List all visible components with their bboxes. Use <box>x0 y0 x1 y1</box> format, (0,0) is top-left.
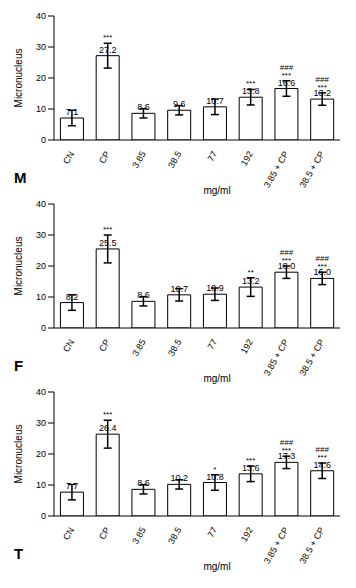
svg-text:3.85: 3.85 <box>130 338 147 358</box>
svg-text:8.6: 8.6 <box>137 102 150 112</box>
svg-text:16.6: 16.6 <box>277 77 296 88</box>
svg-text:77: 77 <box>206 150 220 164</box>
svg-text:***: *** <box>318 453 327 462</box>
svg-text:9.6: 9.6 <box>173 99 186 109</box>
svg-text:18.0: 18.0 <box>277 261 296 272</box>
svg-text:14.6: 14.6 <box>313 459 331 470</box>
svg-text:CN: CN <box>61 338 76 354</box>
svg-text:30: 30 <box>36 42 46 52</box>
svg-text:0: 0 <box>41 135 46 145</box>
svg-text:13.2: 13.2 <box>313 88 331 99</box>
html-text:M: M <box>14 169 27 186</box>
svg-text:77: 77 <box>206 338 220 352</box>
svg-text:**: ** <box>248 268 254 277</box>
svg-text:30: 30 <box>36 230 46 240</box>
svg-text:38.5 + CP: 38.5 + CP <box>298 526 327 566</box>
svg-text:CN: CN <box>61 150 76 166</box>
svg-text:10: 10 <box>36 292 46 302</box>
svg-text:***: *** <box>282 256 291 265</box>
svg-text:27.2: 27.2 <box>99 45 117 55</box>
svg-text:10.2: 10.2 <box>170 473 188 483</box>
svg-text:38.5 + CP: 38.5 + CP <box>298 338 327 378</box>
svg-text:10: 10 <box>36 480 46 490</box>
svg-text:CN: CN <box>61 526 76 542</box>
svg-text:mg/ml: mg/ml <box>203 561 230 572</box>
svg-text:CP: CP <box>97 338 112 354</box>
svg-text:***: *** <box>103 33 112 42</box>
svg-text:8.6: 8.6 <box>137 478 150 488</box>
svg-text:CP: CP <box>97 150 112 166</box>
svg-text:10.7: 10.7 <box>170 284 188 294</box>
svg-text:Micronucleus: Micronucleus <box>13 49 24 108</box>
svg-text:38.5 + CP: 38.5 + CP <box>298 150 327 190</box>
svg-text:30: 30 <box>36 418 46 428</box>
svg-text:***: *** <box>103 225 112 234</box>
svg-text:40: 40 <box>36 199 46 209</box>
svg-text:7.1: 7.1 <box>66 107 79 117</box>
svg-text:Micronucleus: Micronucleus <box>13 425 24 484</box>
svg-text:192: 192 <box>239 338 255 356</box>
svg-text:8.2: 8.2 <box>66 292 79 302</box>
svg-text:***: *** <box>246 456 255 465</box>
svg-text:20: 20 <box>36 449 46 459</box>
svg-text:192: 192 <box>239 150 255 168</box>
svg-text:CP: CP <box>97 526 112 542</box>
svg-text:***: *** <box>246 79 255 88</box>
svg-text:13.6: 13.6 <box>241 462 260 473</box>
html-text:F: F <box>14 357 24 374</box>
svg-text:10.9: 10.9 <box>206 283 224 293</box>
svg-text:3.85 + CP: 3.85 + CP <box>262 150 291 190</box>
svg-text:3.85 + CP: 3.85 + CP <box>262 338 291 378</box>
svg-text:40: 40 <box>36 11 46 21</box>
svg-text:25.5: 25.5 <box>99 238 117 248</box>
svg-text:38.5: 38.5 <box>166 526 183 546</box>
svg-text:mg/ml: mg/ml <box>203 373 230 384</box>
svg-text:20: 20 <box>36 261 46 271</box>
svg-text:0: 0 <box>41 511 46 521</box>
svg-text:*: * <box>213 465 216 474</box>
svg-text:7.7: 7.7 <box>66 481 79 491</box>
svg-text:10: 10 <box>36 104 46 114</box>
svg-text:8.6: 8.6 <box>137 290 150 300</box>
svg-text:3.85 + CP: 3.85 + CP <box>262 526 291 566</box>
svg-text:0: 0 <box>41 323 46 333</box>
svg-text:16.0: 16.0 <box>313 267 331 278</box>
svg-text:***: *** <box>318 262 327 271</box>
svg-text:3.85: 3.85 <box>130 526 147 546</box>
svg-text:26.4: 26.4 <box>99 423 117 433</box>
svg-text:17.3: 17.3 <box>277 451 296 462</box>
svg-text:40: 40 <box>36 387 46 397</box>
svg-text:13.2: 13.2 <box>242 276 260 286</box>
svg-text:10.8: 10.8 <box>206 471 224 482</box>
svg-text:***: *** <box>282 71 291 80</box>
svg-text:Micronucleus: Micronucleus <box>13 237 24 296</box>
svg-text:38.5: 38.5 <box>166 150 183 170</box>
svg-text:***: *** <box>282 446 291 455</box>
svg-text:38.5: 38.5 <box>166 338 183 358</box>
svg-text:***: *** <box>103 410 112 419</box>
svg-text:20: 20 <box>36 73 46 83</box>
svg-text:13.8: 13.8 <box>241 86 260 97</box>
svg-text:77: 77 <box>206 526 220 540</box>
svg-text:3.85: 3.85 <box>130 150 147 170</box>
html-text:T: T <box>14 545 24 562</box>
svg-text:192: 192 <box>239 526 255 544</box>
svg-text:10.7: 10.7 <box>206 96 224 106</box>
svg-text:***: *** <box>318 83 327 92</box>
svg-text:mg/ml: mg/ml <box>203 185 230 196</box>
